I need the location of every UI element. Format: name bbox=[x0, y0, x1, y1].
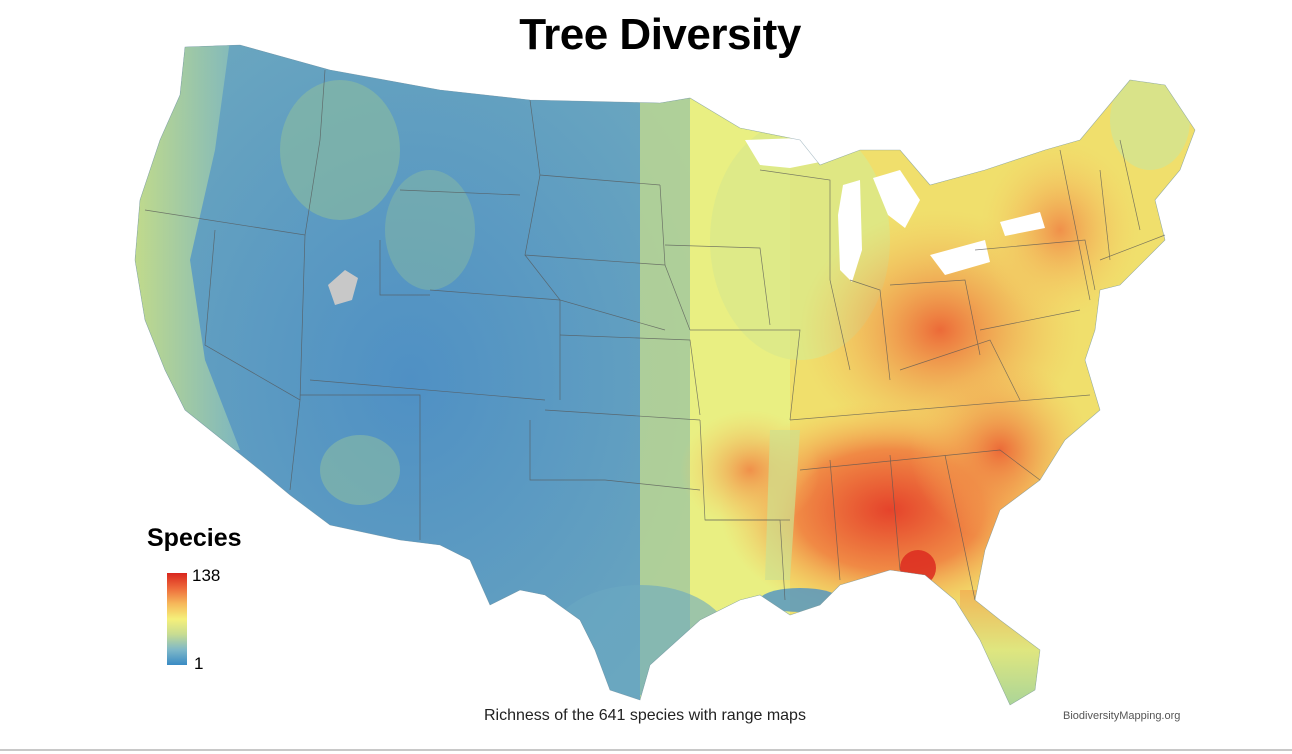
source-credit: BiodiversityMapping.org bbox=[1063, 710, 1181, 722]
bottom-divider bbox=[0, 749, 1292, 751]
map-title: Tree Diversity bbox=[519, 10, 801, 59]
map-caption: Richness of the 641 species with range m… bbox=[484, 707, 806, 724]
legend-max-label: 138 bbox=[192, 566, 221, 585]
legend-colorbar bbox=[167, 573, 187, 665]
legend-min-label: 1 bbox=[194, 654, 204, 673]
legend-title: Species bbox=[147, 524, 242, 552]
us-outline bbox=[134, 44, 1196, 706]
state-borders bbox=[144, 69, 1166, 601]
great-salt-lake bbox=[328, 270, 358, 305]
great-lakes bbox=[745, 128, 1045, 282]
